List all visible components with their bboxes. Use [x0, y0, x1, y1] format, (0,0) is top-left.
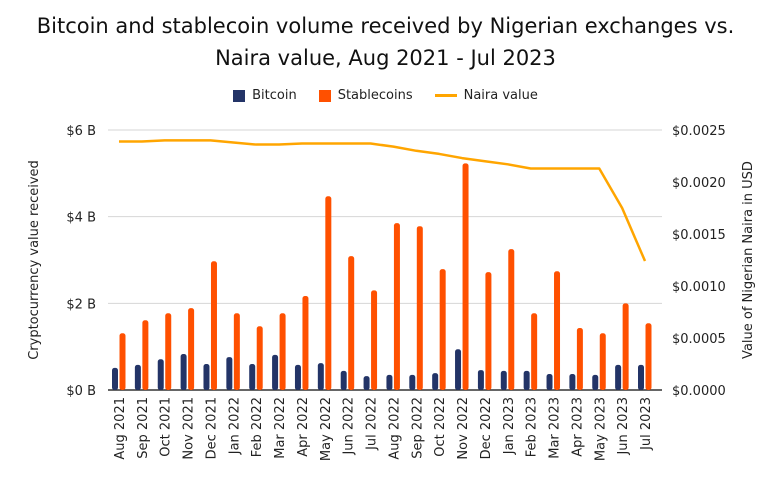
legend-label: Stablecoins: [337, 88, 413, 103]
stablecoin-bar: [439, 269, 446, 390]
stablecoin-bar: [325, 196, 332, 390]
stablecoin-bar: [416, 226, 423, 390]
bitcoin-bar: [203, 364, 210, 390]
stablecoin-bar: [576, 328, 583, 390]
x-tick-label: Oct 2021: [159, 397, 174, 457]
bitcoin-bar: [226, 357, 233, 390]
stablecoin-bar: [233, 313, 240, 390]
legend-label: Bitcoin: [252, 88, 297, 103]
stablecoin-bar: [188, 308, 195, 390]
bitcoin-bar: [386, 374, 393, 390]
y2-axis-title: Value of Nigerian Naira in USD: [741, 161, 756, 359]
x-tick-label: Apr 2023: [570, 397, 585, 457]
bitcoin-bar: [500, 370, 507, 390]
bitcoin-bar: [340, 370, 347, 390]
chart-title-line2: Naira value, Aug 2021 - Jul 2023: [215, 46, 556, 70]
bitcoin-bar: [455, 349, 462, 390]
stablecoin-bar: [531, 313, 538, 390]
y2-tick-label: $0.0000: [672, 384, 726, 399]
stablecoin-bar: [554, 271, 561, 390]
stablecoin-bar: [279, 313, 286, 390]
bitcoin-bar: [134, 364, 141, 390]
y2-tick-label: $0.0015: [672, 228, 726, 243]
legend-label: Naira value: [463, 88, 538, 103]
y2-tick-label: $0.0010: [672, 280, 726, 295]
x-tick-label: Jun 2023: [616, 397, 631, 456]
y2-tick-label: $0.0005: [672, 332, 726, 347]
bitcoin-bar: [157, 359, 164, 390]
stablecoin-bar: [508, 249, 515, 390]
x-tick-label: Aug 2021: [113, 397, 128, 460]
legend-swatch: [318, 89, 331, 102]
bitcoin-bar: [272, 354, 279, 390]
x-tick-label: Jan 2022: [227, 397, 242, 455]
x-tick-label: May 2023: [593, 397, 608, 461]
bitcoin-bar: [569, 373, 576, 390]
x-tick-label: Mar 2022: [273, 397, 288, 459]
chart-title-line1: Bitcoin and stablecoin volume received b…: [36, 14, 735, 38]
bitcoin-bar: [523, 370, 530, 390]
x-tick-label: Mar 2023: [548, 397, 563, 459]
naira-value-line: [119, 139, 647, 262]
stablecoin-bar: [302, 295, 309, 390]
bitcoin-bar: [615, 364, 622, 390]
x-tick-label: Sep 2022: [410, 397, 425, 459]
stablecoin-bar: [256, 326, 263, 390]
y-tick-label: $6 B: [66, 124, 96, 139]
stablecoin-bar: [348, 256, 355, 390]
legend-swatch: [434, 94, 457, 97]
bitcoin-bar: [180, 354, 187, 390]
y-tick-label: $0 B: [66, 384, 96, 399]
y2-tick-label: $0.0025: [672, 124, 726, 139]
stablecoin-bar: [142, 320, 149, 390]
legend-item-naira: Naira value: [434, 88, 538, 103]
bitcoin-bar: [409, 374, 416, 390]
legend-item-stablecoins: Stablecoins: [318, 88, 413, 103]
x-tick-label: Oct 2022: [433, 397, 448, 457]
bitcoin-bar: [317, 363, 324, 390]
bitcoin-bar: [432, 373, 439, 390]
y2-tick-label: $0.0020: [672, 176, 726, 191]
x-tick-label: Dec 2021: [204, 397, 219, 459]
stablecoin-bar: [645, 323, 652, 390]
x-tick-label: Aug 2022: [387, 397, 402, 460]
stablecoin-bar: [622, 303, 629, 390]
x-tick-label: Nov 2021: [182, 397, 197, 460]
bitcoin-bar: [112, 367, 118, 390]
y-tick-label: $2 B: [66, 297, 96, 312]
x-tick-label: May 2022: [319, 397, 334, 461]
stablecoin-bar: [119, 333, 126, 390]
stablecoin-bar: [393, 223, 400, 390]
x-tick-label: Jan 2023: [502, 397, 517, 455]
bitcoin-bar: [638, 364, 644, 390]
x-tick-label: Dec 2022: [479, 397, 494, 459]
legend: Bitcoin Stablecoins Naira value: [0, 88, 771, 103]
bitcoin-bar: [477, 370, 484, 390]
y-tick-label: $4 B: [66, 211, 96, 226]
y-axis-title: Cryptocurrency value received: [27, 160, 42, 360]
bitcoin-bar: [294, 364, 301, 390]
stablecoin-bar: [371, 290, 378, 390]
x-tick-label: Jun 2022: [342, 397, 357, 456]
stablecoin-bar: [462, 163, 469, 390]
x-tick-label: Jul 2022: [365, 397, 380, 451]
stablecoin-bar: [210, 261, 217, 390]
stablecoin-bar: [599, 333, 606, 390]
legend-swatch: [233, 89, 246, 102]
x-tick-label: Feb 2022: [250, 397, 265, 457]
x-tick-label: Jul 2023: [639, 397, 654, 451]
legend-item-bitcoin: Bitcoin: [233, 88, 297, 103]
bitcoin-bar: [546, 373, 553, 390]
bitcoin-bar: [249, 364, 256, 390]
x-tick-label: Nov 2022: [456, 397, 471, 460]
x-tick-label: Feb 2023: [525, 397, 540, 457]
stablecoin-bar: [485, 272, 492, 390]
bitcoin-bar: [592, 374, 599, 390]
bitcoin-bar: [363, 376, 370, 390]
stablecoin-bar: [165, 313, 172, 390]
x-tick-label: Apr 2022: [296, 397, 311, 457]
x-tick-label: Sep 2021: [136, 397, 151, 459]
